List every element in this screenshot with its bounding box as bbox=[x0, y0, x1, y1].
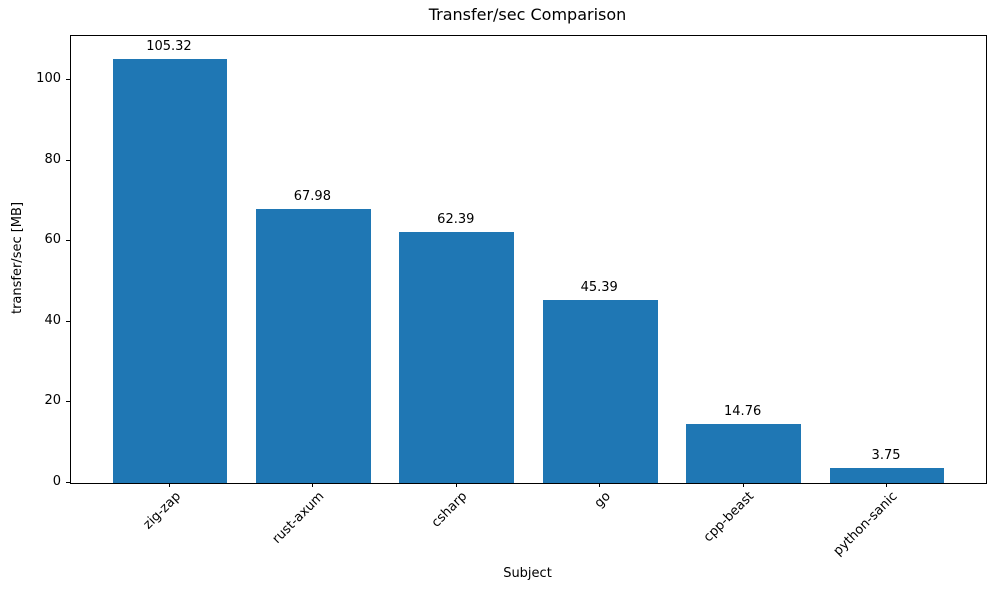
bar-csharp bbox=[399, 231, 515, 483]
plot-area bbox=[70, 35, 987, 484]
y-tick-mark bbox=[66, 321, 70, 322]
y-tick-label: 100 bbox=[36, 71, 61, 86]
y-tick-mark bbox=[66, 240, 70, 241]
bar-cpp-beast bbox=[686, 423, 801, 483]
y-axis-label: transfer/sec [MB] bbox=[10, 201, 25, 315]
x-tick-mark bbox=[742, 483, 744, 487]
y-tick-label: 20 bbox=[44, 393, 61, 408]
chart-title: Transfer/sec Comparison bbox=[428, 5, 627, 24]
x-tick-label: cpp-beast bbox=[701, 489, 758, 546]
x-tick-label: csharp bbox=[428, 489, 471, 531]
y-tick-label: 0 bbox=[52, 474, 61, 489]
x-tick-mark bbox=[886, 483, 888, 487]
bar-value-label: 62.39 bbox=[437, 211, 475, 227]
x-tick-mark bbox=[312, 483, 314, 487]
x-tick-label: go bbox=[591, 489, 614, 512]
x-tick-label: rust-axum bbox=[269, 489, 327, 547]
y-tick-mark bbox=[66, 401, 70, 402]
y-tick-mark bbox=[66, 79, 70, 80]
y-tick-mark bbox=[66, 160, 70, 161]
x-tick-mark bbox=[455, 483, 457, 487]
bar-python-sanic bbox=[829, 467, 945, 483]
y-tick-label: 40 bbox=[44, 313, 61, 328]
bar-value-label: 3.75 bbox=[871, 447, 901, 463]
x-tick-mark bbox=[599, 483, 601, 487]
bar-go bbox=[542, 300, 658, 483]
y-tick-label: 80 bbox=[44, 152, 61, 167]
bar-value-label: 45.39 bbox=[580, 280, 618, 296]
y-tick-mark bbox=[66, 482, 70, 483]
x-tick-mark bbox=[168, 483, 170, 487]
bar-value-label: 67.98 bbox=[293, 189, 331, 205]
x-tick-label: python-sanic bbox=[830, 489, 901, 559]
y-tick-label: 60 bbox=[44, 232, 61, 247]
x-axis-label: Subject bbox=[503, 566, 552, 581]
bar-rust-axum bbox=[256, 209, 371, 483]
bar-zig-zap bbox=[112, 58, 228, 483]
bar-value-label: 105.32 bbox=[146, 38, 192, 54]
bar-value-label: 14.76 bbox=[724, 403, 762, 419]
x-tick-label: zig-zap bbox=[140, 489, 184, 533]
